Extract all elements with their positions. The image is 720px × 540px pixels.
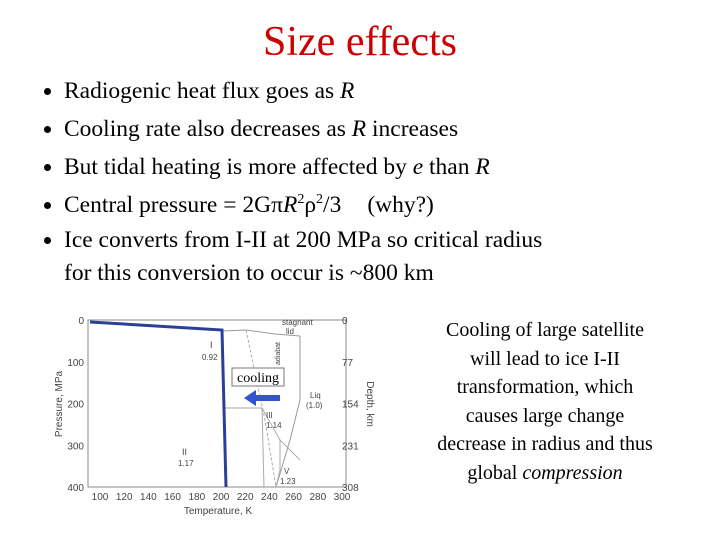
y-tick-label: 200 xyxy=(67,400,84,411)
superscript: 2 xyxy=(297,192,305,208)
y2-axis-label: Depth, km xyxy=(364,381,375,427)
text: increases xyxy=(366,116,459,142)
phase-label: 1.17 xyxy=(178,459,194,468)
bullet-list: Radiogenic heat flux goes as R Cooling r… xyxy=(22,72,704,290)
caption: Cooling of large satellite will lead to … xyxy=(400,316,690,487)
symbol: ρ xyxy=(304,192,317,218)
text: for this conversion to occur is ~800 km xyxy=(64,260,434,286)
bullet: Ice converts from I-II at 200 MPa so cri… xyxy=(64,224,704,290)
phase-label: I xyxy=(210,340,213,350)
plot-frame xyxy=(87,319,347,488)
phase-label: III xyxy=(266,411,273,420)
y2-tick-label: 154 xyxy=(342,400,359,411)
cooling-path xyxy=(89,320,228,488)
phase-boundary xyxy=(275,440,281,488)
symbol: R xyxy=(475,154,490,180)
arrow xyxy=(244,390,280,406)
x-tick-label: 160 xyxy=(164,492,181,503)
phase-label: 1.23 xyxy=(280,477,296,486)
text: Cooling rate also decreases as xyxy=(64,116,352,142)
x-tick-label: 260 xyxy=(285,492,302,503)
phase-label: V xyxy=(284,467,290,476)
x-tick-label: 240 xyxy=(261,492,278,503)
phase-label: stagnant xyxy=(282,318,313,327)
y2-tick-label: 77 xyxy=(342,358,354,369)
caption-line: transformation, which xyxy=(456,376,634,398)
annotation-box xyxy=(231,367,285,387)
x-tick-label: 100 xyxy=(92,492,109,503)
bullet: Cooling rate also decreases as R increas… xyxy=(64,110,704,148)
caption-line: decrease in radius and thus xyxy=(437,433,653,455)
phase-label: lid xyxy=(286,327,294,336)
x-axis-label: Temperature, K xyxy=(184,506,253,517)
y-tick-label: 300 xyxy=(67,441,84,452)
symbol: e xyxy=(412,154,424,180)
x-tick-label: 280 xyxy=(309,492,326,503)
phase-boundary xyxy=(275,336,301,488)
slide-title: Size effects xyxy=(263,19,457,65)
bullet: Radiogenic heat flux goes as R xyxy=(64,72,704,110)
text: Ice converts from I-II at 200 MPa so cri… xyxy=(64,227,543,253)
symbol: π xyxy=(271,192,283,218)
superscript: 2 xyxy=(316,192,324,208)
x-tick-label: 220 xyxy=(237,492,254,503)
text: Radiogenic heat flux goes as xyxy=(64,78,341,104)
caption-line: Cooling of large satellite xyxy=(446,319,644,341)
adiabat-line xyxy=(245,329,277,488)
symbol: R xyxy=(351,116,367,142)
annotation: cooling xyxy=(237,371,279,386)
phase-label: Liq xyxy=(310,391,321,400)
y2-tick-label: 0 xyxy=(342,316,348,327)
symbol: R xyxy=(282,192,298,218)
y2-tick-label: 231 xyxy=(342,441,359,452)
tick-labels: 0 100 200 300 400 0 77 154 231 308 100 120 140 160 180… xyxy=(67,316,359,503)
text: Central pressure = 2G xyxy=(64,192,272,218)
caption-line: will lead to ice I-II xyxy=(470,347,620,370)
bullet: But tidal heating is more affected by e … xyxy=(64,148,704,186)
phase-label: adiabat xyxy=(275,342,282,365)
x-tick-label: 300 xyxy=(334,492,351,503)
y2-tick-label: 308 xyxy=(342,483,359,494)
text: (why?) xyxy=(367,192,434,218)
x-tick-label: 200 xyxy=(213,492,230,503)
phase-boundary xyxy=(261,407,265,488)
phase-label: II xyxy=(182,447,187,457)
symbol: R xyxy=(340,78,355,104)
y-tick-label: 100 xyxy=(67,358,84,369)
x-tick-label: 120 xyxy=(116,492,133,503)
caption-line: causes large change xyxy=(465,404,625,427)
caption-line: global xyxy=(467,461,523,484)
text: than xyxy=(423,154,476,180)
y-tick-label: 0 xyxy=(78,316,84,327)
phase-label: 1.14 xyxy=(266,421,282,430)
caption-emphasis: compression xyxy=(522,461,623,484)
y-axis-label: Pressure, MPa xyxy=(54,370,65,437)
y-tick-label: 400 xyxy=(67,483,84,494)
phase-boundary xyxy=(221,329,301,337)
phase-boundary xyxy=(225,407,301,461)
x-tick-label: 180 xyxy=(188,492,205,503)
x-tick-label: 140 xyxy=(140,492,157,503)
text: /3 xyxy=(323,192,342,218)
phase-label: 0.92 xyxy=(202,353,218,362)
bullet: Central pressure = 2GπR2ρ2/3(why?) xyxy=(64,186,704,224)
phase-label: (1.0) xyxy=(306,401,323,410)
text: But tidal heating is more affected by xyxy=(64,154,413,180)
